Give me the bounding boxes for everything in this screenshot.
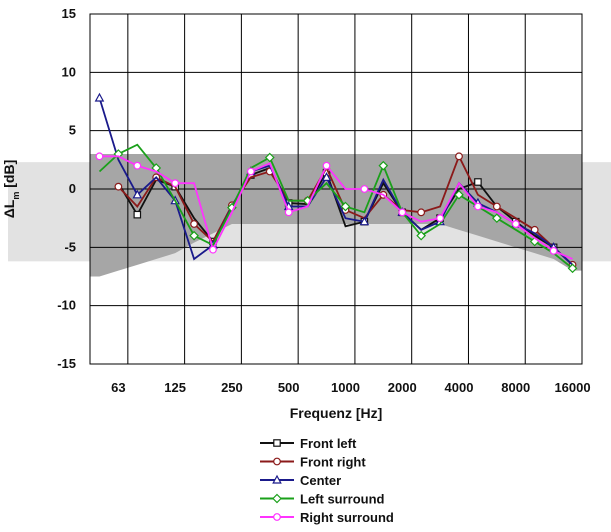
legend-item: Right surround (260, 510, 394, 525)
y-tick-label: 10 (62, 64, 76, 79)
x-tick-label: 500 (278, 380, 300, 395)
data-point (454, 189, 464, 200)
data-point (360, 185, 369, 193)
data-point (273, 439, 281, 447)
legend-label: Right surround (300, 510, 394, 525)
data-point (322, 161, 331, 170)
data-point (171, 179, 180, 188)
y-tick-label: 0 (69, 181, 76, 196)
axis-layer: 15 10 5 0 -5 -10 -15 63 125 250 500 1000 2000 4000 800… (1, 6, 591, 421)
data-point (273, 513, 281, 521)
data-point (455, 152, 463, 161)
data-point (272, 474, 282, 484)
tolerance-band-layer (8, 154, 611, 277)
data-point (264, 152, 275, 163)
legend-item: Center (260, 473, 341, 488)
x-tick-label: 2000 (388, 380, 417, 395)
legend-label: Front right (300, 455, 366, 470)
series-left-surround (98, 143, 578, 274)
legend: Front left Front right Center Left surround… (260, 436, 394, 525)
data-point (284, 208, 293, 217)
data-point (549, 246, 558, 255)
data-point (114, 182, 123, 191)
x-tick-label: 16000 (554, 380, 590, 395)
data-point (189, 230, 199, 241)
data-point (209, 245, 217, 254)
data-point (133, 210, 142, 219)
y-tick-label: 5 (69, 123, 76, 138)
x-axis-label: Frequenz [Hz] (290, 405, 383, 421)
legend-label: Center (300, 473, 341, 488)
data-point (417, 208, 426, 217)
data-point (567, 263, 578, 274)
series-line (98, 143, 574, 270)
x-tick-label: 4000 (445, 380, 474, 395)
data-point (416, 230, 427, 241)
data-point (436, 214, 444, 223)
legend-item: Front left (260, 436, 357, 451)
x-tick-label: 250 (221, 380, 243, 395)
data-point (190, 220, 198, 228)
legend-item: Front right (260, 455, 366, 470)
series-layer (94, 92, 578, 274)
y-tick-label: -5 (64, 239, 76, 254)
data-point (340, 201, 351, 212)
legend-label: Front left (300, 436, 357, 451)
data-point (474, 202, 482, 211)
data-point (133, 161, 142, 170)
y-axis-label: ΔLm [dB] (1, 160, 21, 219)
data-point (474, 178, 482, 186)
data-point (491, 213, 502, 224)
data-point (94, 92, 105, 102)
data-point (398, 208, 407, 217)
data-point (359, 216, 370, 226)
data-point (273, 457, 281, 466)
data-point (378, 160, 389, 171)
y-tick-label: -10 (57, 298, 76, 313)
series-right-surround (95, 152, 573, 260)
data-point (95, 152, 104, 161)
data-point (246, 167, 255, 176)
legend-label: Left surround (300, 492, 385, 507)
data-point (492, 202, 501, 211)
y-tick-label: 15 (62, 6, 76, 21)
x-tick-label: 63 (111, 380, 125, 395)
y-tick-label: -15 (57, 356, 76, 371)
legend-item: Left surround (260, 492, 385, 507)
x-tick-label: 1000 (331, 380, 360, 395)
data-point (132, 189, 143, 199)
plot-frame (89, 13, 583, 365)
x-tick-label: 125 (164, 380, 186, 395)
data-point (321, 172, 332, 181)
data-point (272, 493, 282, 504)
x-tick-label: 8000 (501, 380, 530, 395)
data-point (511, 220, 520, 228)
